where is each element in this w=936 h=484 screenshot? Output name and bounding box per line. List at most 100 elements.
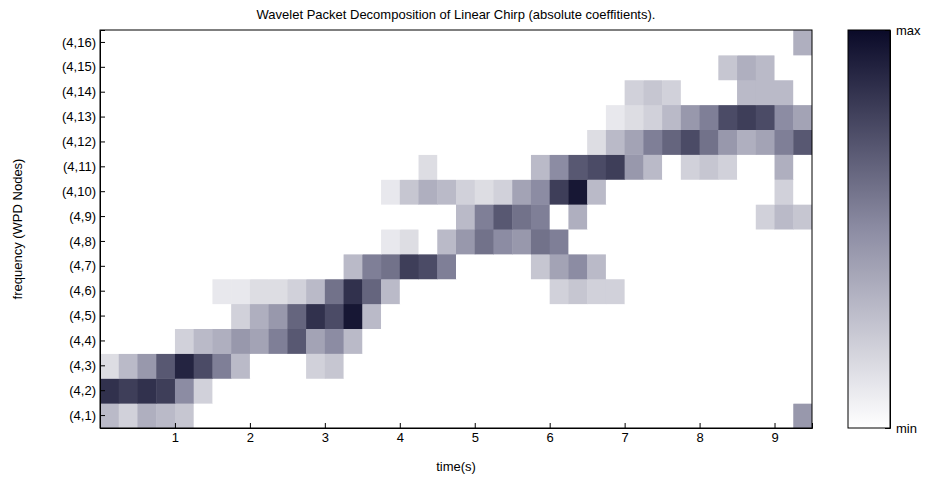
heat-cell — [456, 378, 475, 403]
heat-cell — [718, 378, 737, 403]
heat-cell — [568, 130, 587, 155]
x-tick-label: 4 — [397, 430, 404, 445]
heat-cell — [400, 80, 419, 105]
y-tick-mark — [100, 340, 105, 341]
heat-cell — [119, 80, 138, 105]
heat-cell — [306, 80, 325, 105]
heat-cell — [437, 179, 456, 204]
heat-cell — [419, 80, 438, 105]
heat-cell — [531, 154, 550, 179]
heat-cell — [437, 353, 456, 378]
heat-cell — [700, 204, 719, 229]
heat-cell — [306, 403, 325, 428]
heat-cell — [568, 279, 587, 304]
heat-cell — [756, 130, 775, 155]
heat-cell — [194, 30, 213, 55]
heat-cell — [531, 80, 550, 105]
heat-cell — [362, 304, 381, 329]
heat-cell — [681, 179, 700, 204]
heat-cell — [250, 304, 269, 329]
heat-cell — [793, 403, 812, 428]
heat-cell — [250, 254, 269, 279]
heat-cell — [775, 353, 794, 378]
heat-cell — [493, 279, 512, 304]
heat-cell — [250, 403, 269, 428]
heat-cell — [250, 353, 269, 378]
heat-cell — [700, 80, 719, 105]
heat-cell — [493, 80, 512, 105]
heat-cell — [700, 279, 719, 304]
heat-cell — [512, 304, 531, 329]
heat-cell — [269, 80, 288, 105]
heat-cell — [419, 403, 438, 428]
cells — [100, 30, 812, 428]
heat-cell — [587, 229, 606, 254]
heat-cell — [119, 403, 138, 428]
y-tick-label: (4,13) — [62, 109, 96, 124]
heat-cell — [287, 353, 306, 378]
heat-cell — [550, 254, 569, 279]
heat-cell — [362, 154, 381, 179]
heat-cell — [681, 229, 700, 254]
heat-cell — [775, 30, 794, 55]
heat-cell — [137, 179, 156, 204]
heat-cell — [362, 204, 381, 229]
heat-cell — [718, 55, 737, 80]
heat-cell — [269, 105, 288, 130]
heat-cell — [531, 130, 550, 155]
heat-cell — [419, 279, 438, 304]
heat-cell — [718, 154, 737, 179]
heat-cell — [793, 55, 812, 80]
heat-cell — [587, 204, 606, 229]
heat-cell — [643, 204, 662, 229]
colorbar-tick: max — [885, 23, 921, 38]
heat-cell — [606, 378, 625, 403]
heat-cell — [737, 80, 756, 105]
heat-cell — [212, 55, 231, 80]
heat-cell — [156, 279, 175, 304]
heat-cell — [381, 179, 400, 204]
x-tick: 6 — [547, 423, 554, 445]
heat-cell — [718, 254, 737, 279]
heat-cell — [550, 403, 569, 428]
heat-cell — [362, 130, 381, 155]
heat-cell — [156, 204, 175, 229]
heat-cell — [550, 229, 569, 254]
heat-cell — [231, 105, 250, 130]
heat-cell — [625, 254, 644, 279]
heat-cell — [662, 329, 681, 354]
heat-cell — [156, 80, 175, 105]
x-tick-mark — [175, 423, 176, 428]
heat-cell — [137, 378, 156, 403]
heat-cell — [662, 254, 681, 279]
heat-cell — [625, 154, 644, 179]
heat-cell — [568, 204, 587, 229]
y-tick: (4,5) — [69, 308, 105, 323]
heat-cell — [362, 378, 381, 403]
heat-cell — [662, 204, 681, 229]
heat-cell — [419, 179, 438, 204]
heat-cell — [793, 30, 812, 55]
heat-cell — [175, 179, 194, 204]
heat-cell — [250, 154, 269, 179]
heat-cell — [568, 30, 587, 55]
heat-cell — [662, 353, 681, 378]
heat-cell — [606, 154, 625, 179]
heat-cell — [643, 154, 662, 179]
heat-cell — [512, 179, 531, 204]
heat-cell — [475, 55, 494, 80]
heat-cell — [568, 304, 587, 329]
heat-cell — [269, 130, 288, 155]
heat-cell — [287, 204, 306, 229]
heat-cell — [100, 229, 119, 254]
heat-cell — [737, 130, 756, 155]
heat-cell — [737, 179, 756, 204]
heat-cell — [643, 80, 662, 105]
heat-cell — [793, 353, 812, 378]
heat-cell — [194, 279, 213, 304]
heat-cell — [175, 403, 194, 428]
heat-cell — [681, 329, 700, 354]
heat-cell — [643, 403, 662, 428]
heat-cell — [587, 329, 606, 354]
y-tick: (4,14) — [62, 84, 105, 99]
